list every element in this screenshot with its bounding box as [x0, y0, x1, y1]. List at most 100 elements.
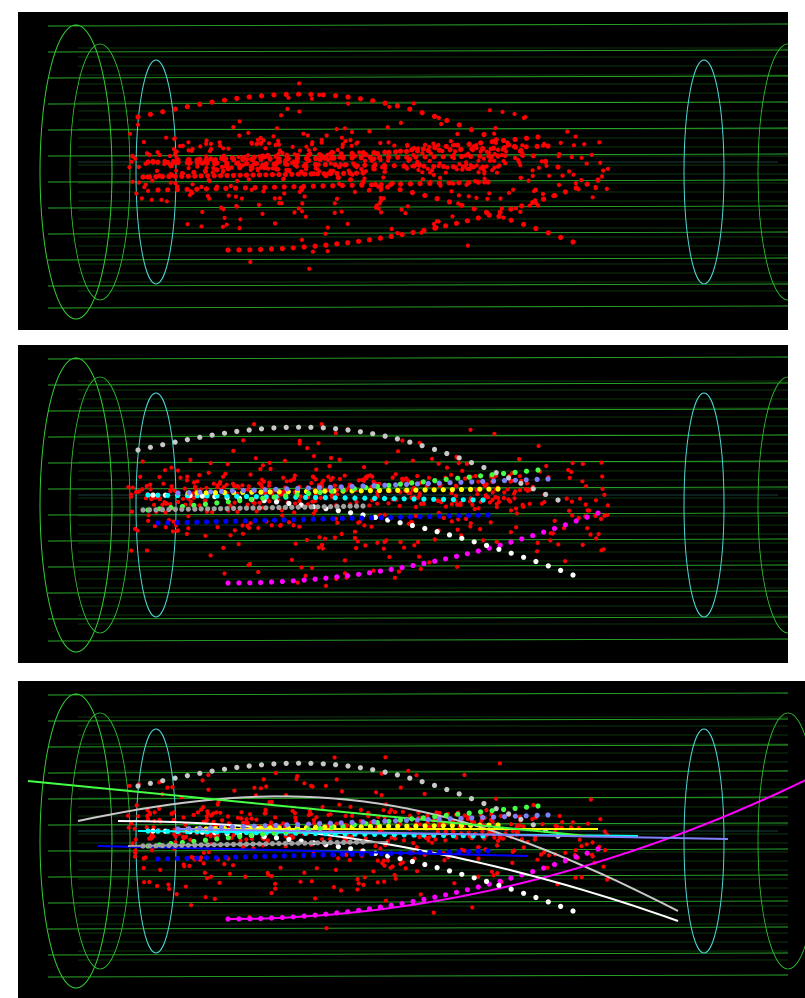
hit-point	[205, 193, 210, 199]
track-hit	[296, 91, 302, 97]
hit-point	[560, 173, 565, 178]
hit-point	[492, 158, 497, 163]
hit-point	[238, 217, 243, 222]
hit-point	[481, 156, 486, 161]
hit-point	[527, 501, 532, 506]
track-hit	[333, 426, 339, 432]
track-hit	[413, 154, 419, 160]
track-hit	[341, 839, 347, 845]
track-hit	[322, 824, 328, 830]
track-hit	[323, 911, 329, 917]
track-hit	[271, 494, 277, 500]
track-hit	[495, 486, 501, 492]
hit-point	[417, 493, 422, 498]
track-hit	[175, 826, 181, 832]
track	[225, 510, 601, 586]
hit-point	[309, 96, 314, 101]
track-hit	[497, 209, 503, 215]
hit-point	[204, 485, 209, 490]
hit-point	[312, 147, 317, 152]
track-hit	[366, 906, 373, 912]
hit-point	[204, 138, 209, 143]
track-hit	[312, 243, 318, 249]
track-hit	[440, 487, 446, 493]
hit-point	[208, 141, 213, 146]
track-hit	[475, 548, 481, 554]
track-hit	[459, 535, 465, 541]
hit-point	[401, 838, 406, 843]
track-hit	[519, 203, 525, 209]
track-hit	[432, 558, 438, 564]
track-hit	[253, 494, 259, 500]
track-hit	[271, 425, 277, 431]
track-hit	[443, 556, 449, 562]
track-hit	[425, 816, 431, 823]
hit-point	[332, 535, 337, 540]
track-hit	[468, 796, 475, 802]
hit-point	[256, 202, 261, 207]
track-hit	[252, 854, 258, 860]
track-hit	[377, 568, 383, 574]
track-hit	[209, 432, 215, 438]
hit-point	[450, 214, 455, 219]
track-hit	[251, 487, 257, 493]
hit-point	[449, 502, 454, 507]
hit-point	[328, 812, 333, 817]
hit-point	[508, 530, 513, 535]
track-hit	[543, 158, 549, 164]
hit-point	[360, 477, 365, 482]
track-hit	[135, 783, 141, 789]
hit-point	[367, 129, 372, 134]
hit-point	[382, 169, 387, 174]
track-hit	[205, 506, 211, 512]
hit-point	[278, 523, 283, 528]
track-hit	[431, 446, 438, 452]
hit-point	[147, 879, 152, 885]
track-hit	[267, 825, 273, 831]
track-hit	[147, 111, 153, 117]
hit-point	[566, 467, 571, 473]
hit-point	[487, 158, 493, 163]
track-hit	[327, 820, 333, 826]
track-hit	[172, 106, 178, 112]
track-hit	[243, 160, 250, 167]
track-hit	[197, 434, 203, 440]
hit-point	[453, 483, 458, 488]
track	[155, 512, 491, 526]
track-hit	[258, 156, 264, 162]
hit-point	[517, 474, 522, 479]
hit-point	[334, 127, 339, 132]
track-hit	[506, 475, 512, 481]
hit-point	[416, 167, 421, 173]
hit-point	[214, 810, 219, 815]
hit-point	[564, 496, 569, 501]
track-hit	[443, 476, 449, 482]
track-hit	[256, 841, 263, 847]
hit-point	[345, 221, 350, 226]
track-hit	[393, 482, 399, 488]
track-hit	[447, 816, 453, 822]
track-hit	[395, 154, 401, 160]
track-hit	[497, 878, 503, 884]
hit-point	[593, 498, 599, 503]
hit-point	[417, 162, 422, 167]
hit-point	[205, 811, 211, 816]
hit-point	[254, 509, 259, 514]
track-hit	[317, 156, 323, 162]
hit-point	[439, 121, 444, 127]
hit-point	[231, 448, 236, 453]
track-hit	[446, 868, 453, 874]
track-hit	[413, 823, 419, 829]
hit-point	[520, 143, 525, 148]
hit-point	[325, 225, 330, 230]
track-hit	[243, 505, 250, 511]
track-hit	[477, 153, 483, 159]
track-hit	[471, 206, 477, 212]
hit-point	[457, 162, 462, 167]
track-hit	[360, 819, 366, 825]
track-hit	[570, 239, 576, 245]
hit-point	[296, 206, 301, 211]
hit-point	[126, 825, 131, 830]
track-hit	[286, 500, 292, 506]
hit-point	[217, 481, 223, 486]
